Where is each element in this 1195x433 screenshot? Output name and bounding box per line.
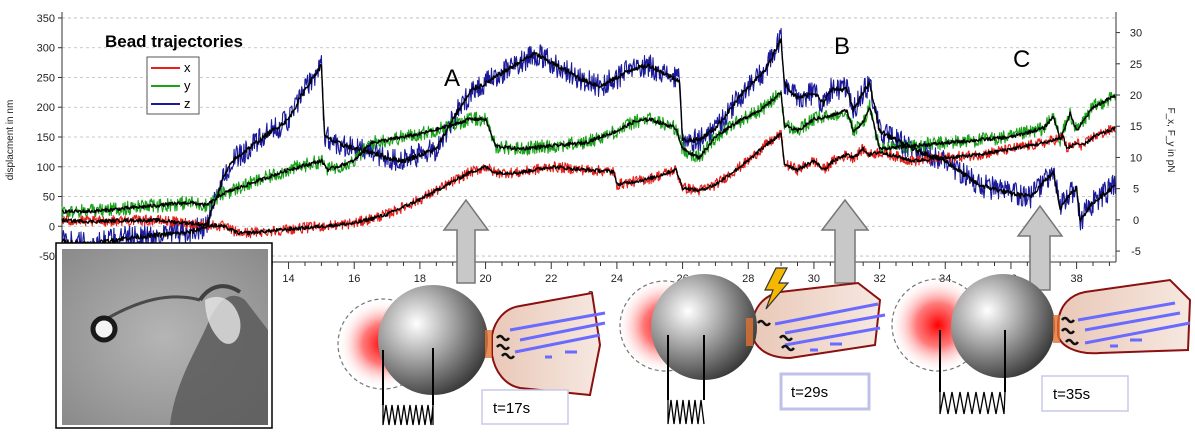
y-tick-label: 300 <box>37 43 55 55</box>
y-axis-ticks: -50 0 50 100 150 200 250 300 350 <box>37 13 62 263</box>
y-tick-label: 250 <box>37 72 55 84</box>
time-box-b <box>779 372 871 411</box>
x-tick-label: 20 <box>479 273 491 285</box>
x-tick-label: 38 <box>1070 273 1082 285</box>
schematic-b: t=29s <box>617 267 886 425</box>
y-tick-label: 350 <box>37 13 55 25</box>
series-line-z <box>61 27 1116 254</box>
y-tick-label: 0 <box>49 221 55 233</box>
series-mean-line <box>61 37 1116 247</box>
bead-c <box>951 274 1055 378</box>
y2-tick-label: -5 <box>1131 246 1141 258</box>
arrow-b <box>820 198 870 284</box>
lightning-icon <box>764 267 790 310</box>
y-tick-label: 150 <box>37 132 55 144</box>
series-mean-line <box>61 91 1116 214</box>
x-tick-label: 32 <box>873 273 885 285</box>
time-label-c: t=35s <box>1053 386 1090 403</box>
y2-tick-label: 5 <box>1133 184 1139 196</box>
series-line-y <box>61 89 1116 219</box>
arrow-a <box>442 198 490 284</box>
spring-b <box>667 399 705 425</box>
legend-label-x: x <box>184 60 191 75</box>
y2-tick-label: 20 <box>1130 90 1142 102</box>
y2-tick-label: 0 <box>1133 215 1139 227</box>
legend-label-y: y <box>184 78 191 93</box>
annotation-a: A <box>444 65 460 92</box>
annotation-b: B <box>834 33 850 60</box>
spring-c <box>939 391 1006 415</box>
time-box-a <box>481 389 569 425</box>
bead-in-image <box>90 315 118 343</box>
y-axis-label: displacment in nm <box>5 100 16 181</box>
annotation-c: C <box>1013 46 1030 73</box>
microscope-image <box>55 242 273 429</box>
legend: x y z <box>146 56 200 115</box>
y-tick-label: -50 <box>39 251 55 263</box>
time-box-c <box>1041 375 1129 412</box>
legend-label-z: z <box>184 96 191 111</box>
x-tick-label: 30 <box>808 273 820 285</box>
y2-axis-label: F_x, F_y in pN <box>1165 107 1176 172</box>
y2-tick-label: 25 <box>1130 59 1142 71</box>
y2-tick-label: 15 <box>1130 121 1142 133</box>
x-tick-label: 22 <box>545 273 557 285</box>
schematic-c: t=35s <box>890 274 1192 415</box>
time-label-b: t=29s <box>791 384 828 401</box>
spring-a <box>382 404 434 426</box>
chart-title: Bead trajectories <box>105 32 243 51</box>
bead-a <box>378 285 488 395</box>
x-tick-label: 28 <box>742 273 754 285</box>
arrow-c <box>1016 204 1064 291</box>
bead-b <box>651 274 757 380</box>
cell-c <box>1057 278 1192 355</box>
x-tick-label: 18 <box>414 273 426 285</box>
y-tick-label: 100 <box>37 162 55 174</box>
cell-a <box>491 291 602 397</box>
series-layer <box>61 27 1116 254</box>
time-label-a: t=17s <box>493 400 530 417</box>
x-tick-label: 14 <box>282 273 294 285</box>
y2-axis-ticks: -5 0 5 10 15 20 25 30 <box>1116 28 1142 258</box>
y-tick-label: 50 <box>43 192 55 204</box>
y2-tick-label: 10 <box>1130 152 1142 164</box>
cell-b <box>751 281 882 360</box>
x-tick-label: 16 <box>348 273 360 285</box>
schematic-a: t=17s <box>337 285 606 426</box>
x-tick-label: 24 <box>611 273 623 285</box>
y2-tick-label: 30 <box>1130 28 1142 40</box>
y-tick-label: 200 <box>37 102 55 114</box>
